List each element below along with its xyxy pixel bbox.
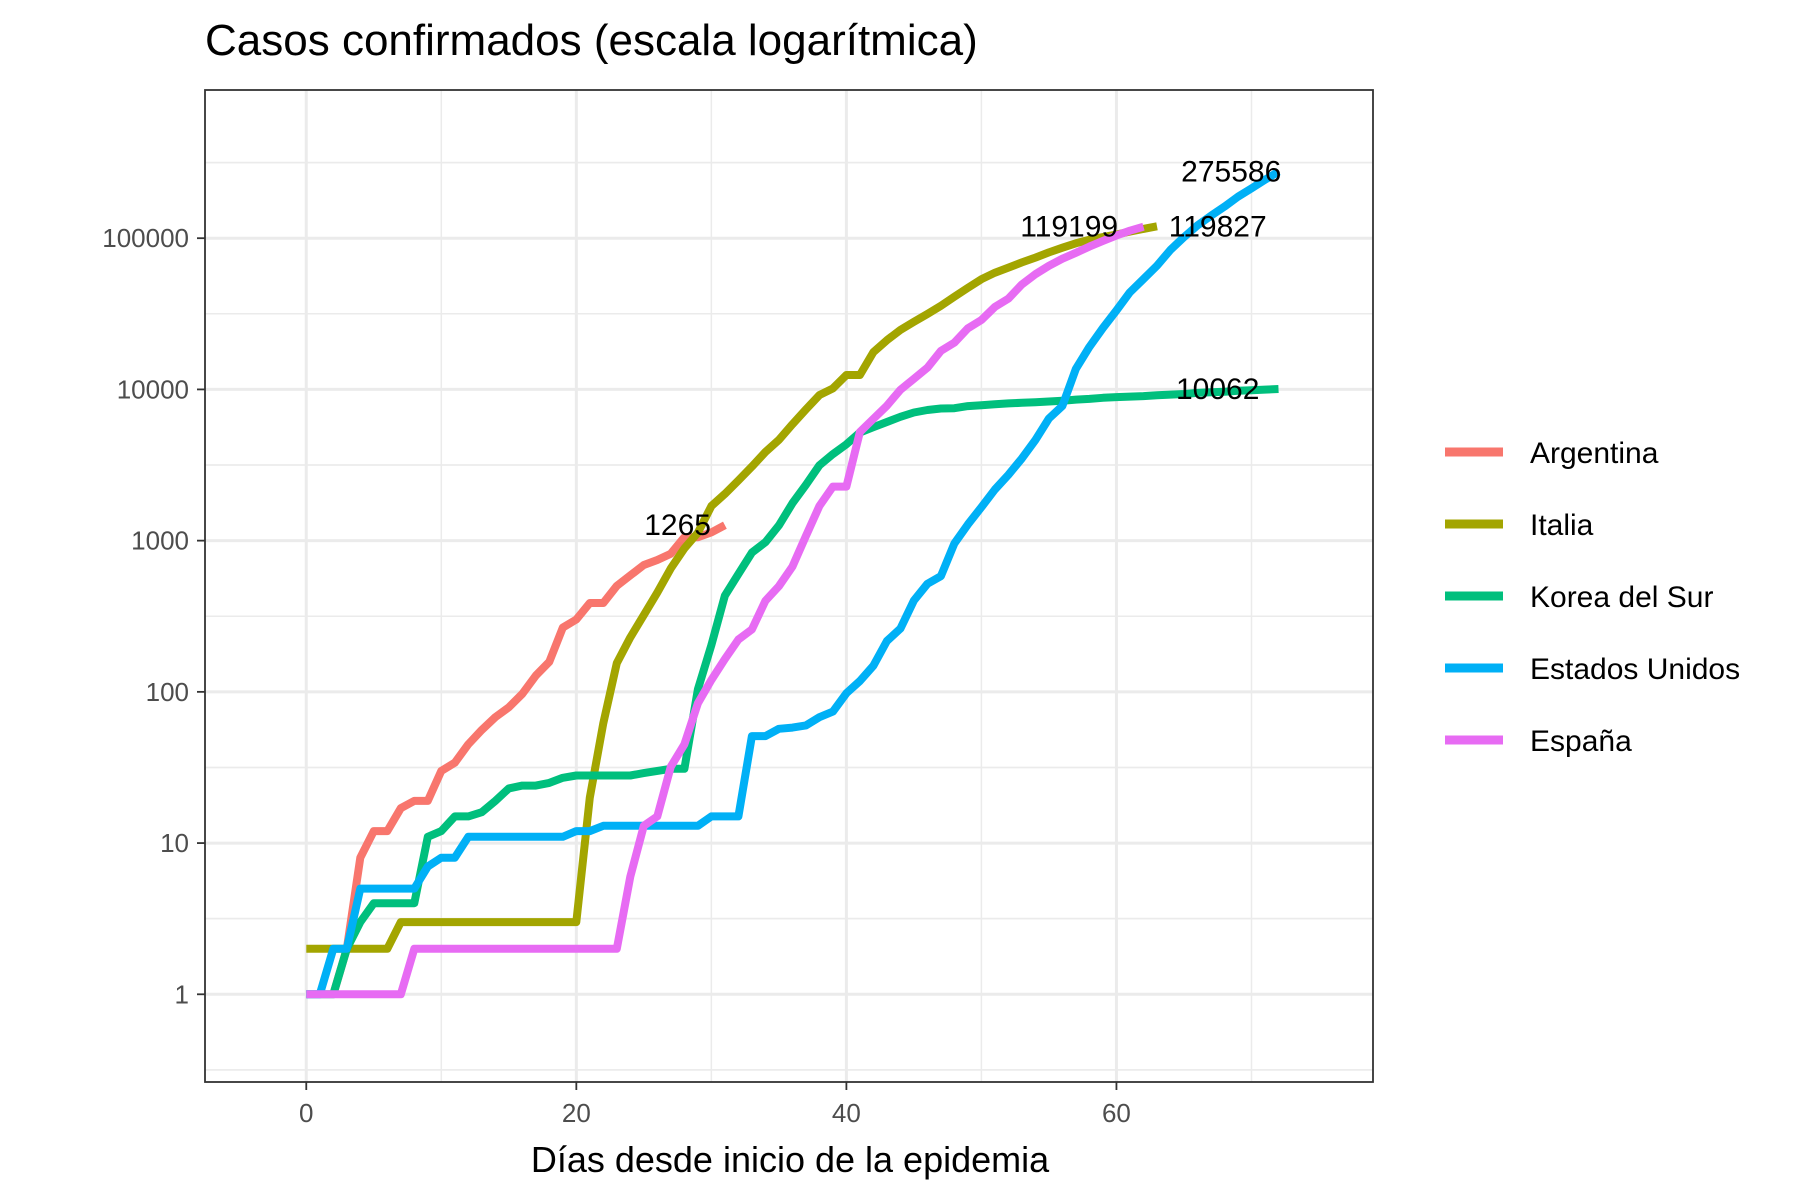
x-tick-label: 20 [562,1098,591,1128]
y-axis-ticks: 1 10 100 1000 10000 100000 [102,223,205,1009]
plot-panel [205,90,1373,1082]
series-lines [306,168,1281,999]
series-line-argentina [329,521,727,996]
data-label-119827: 119827 [1169,210,1267,243]
legend-label-italia: Italia [1530,509,1594,542]
chart-title: Casos confirmados (escala logarítmica) [205,16,978,65]
plot-border [204,89,1374,1083]
y-tick-label: 1 [175,979,189,1009]
series-line-korea-del-sur [306,385,1279,999]
data-label-10062: 10062 [1176,373,1259,406]
legend: Argentina Italia Korea del Sur Estados Unid… [1445,437,1740,758]
series-line-espana [306,222,1145,999]
plot-background [205,90,1373,1082]
y-tick-label: 10000 [117,374,189,404]
x-tick-label: 60 [1102,1098,1131,1128]
y-tick-label: 100000 [102,223,189,253]
x-tick-label: 40 [832,1098,861,1128]
legend-label-korea-del-sur: Korea del Sur [1530,581,1713,614]
y-tick-label: 100 [146,677,189,707]
data-annotations: 1265 119199 119827 275586 10062 [644,156,1281,543]
data-label-1265: 1265 [644,509,711,542]
legend-label-espana: España [1530,725,1632,758]
x-tick-label: 0 [299,1098,313,1128]
x-axis-title: Días desde inicio de la epidemia [531,1139,1050,1180]
plot-frame [204,89,1374,1083]
legend-label-estados-unidos: Estados Unidos [1530,653,1740,686]
data-label-119199: 119199 [1020,211,1118,244]
x-axis-ticks: 0 20 40 60 [299,1082,1131,1128]
y-tick-label: 10 [160,828,189,858]
data-label-275586: 275586 [1181,156,1281,189]
series-line-estados-unidos [306,168,1281,999]
series-line-italia [306,222,1158,953]
y-tick-label: 1000 [131,526,189,556]
legend-label-argentina: Argentina [1530,437,1659,470]
